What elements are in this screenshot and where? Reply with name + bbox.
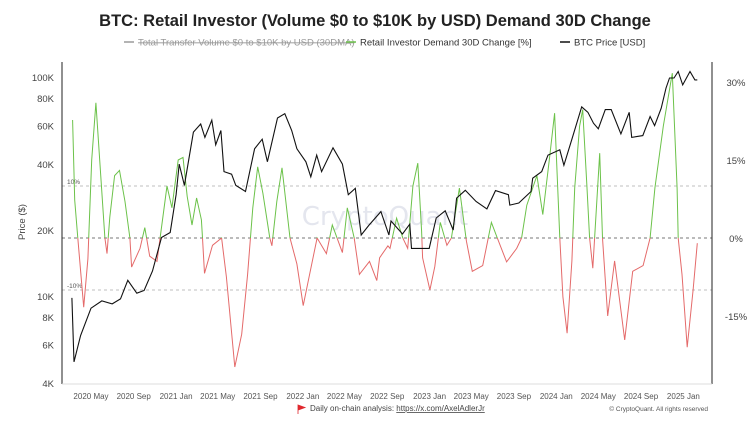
x-tick-label: 2024 May (581, 392, 616, 401)
y-left-tick-label: 20K (37, 226, 55, 237)
y-left-tick-label: 6K (42, 341, 54, 352)
y-right-tick-label: 15% (726, 156, 746, 167)
x-tick-label: 2023 Sep (497, 392, 532, 401)
x-tick-label: 2022 Jan (286, 392, 319, 401)
demand-series-negative (77, 238, 698, 368)
y-right-tick-label: -15% (725, 312, 748, 323)
footer-prefix: Daily on-chain analysis: (310, 404, 396, 413)
footer: Daily on-chain analysis: https://x.com/A… (297, 404, 708, 414)
btc-price-series (71, 70, 698, 363)
x-tick-label: 2022 Sep (370, 392, 405, 401)
red-flag-icon (297, 404, 307, 414)
y-axis-label: Price ($) (17, 204, 28, 240)
y-right-tick-label: 0% (729, 234, 743, 245)
y-right-tick-label: 30% (726, 78, 746, 89)
x-tick-label: 2025 Jan (667, 392, 700, 401)
y-left-tick-label: 100K (32, 73, 55, 84)
x-tick-label: 2021 Jan (160, 392, 193, 401)
x-tick-label: 2020 May (73, 392, 108, 401)
x-tick-label: 2024 Jan (540, 392, 573, 401)
y-left-tick-label: 4K (42, 379, 54, 390)
chart-title: BTC: Retail Investor (Volume $0 to $10K … (99, 12, 651, 30)
legend: Total Transfer Volume $0 to $10K by USD … (124, 38, 645, 49)
y-left-tick-label: 60K (37, 122, 55, 133)
legend-item-retail-demand[interactable]: Retail Investor Demand 30D Change [%] (346, 38, 532, 49)
footer-text: Daily on-chain analysis: https://x.com/A… (310, 404, 485, 413)
x-tick-label: 2024 Sep (624, 392, 659, 401)
x-tick-label: 2023 May (454, 392, 489, 401)
x-tick-label: 2021 Sep (243, 392, 278, 401)
copyright: © CryptoQuant. All rights reserved (609, 405, 708, 413)
y-left-tick-label: 10K (37, 292, 55, 303)
y-left-tick-label: 8K (42, 313, 54, 324)
guide-label: -10% (67, 283, 82, 290)
x-tick-label: 2021 May (200, 392, 235, 401)
demand-series-positive (72, 73, 679, 238)
legend-label: Retail Investor Demand 30D Change [%] (360, 38, 532, 49)
legend-label: Total Transfer Volume $0 to $10K by USD … (138, 38, 355, 49)
legend-item-btc-price[interactable]: BTC Price [USD] (560, 38, 645, 49)
legend-label: BTC Price [USD] (574, 38, 645, 49)
x-tick-label: 2020 Sep (117, 392, 152, 401)
y-left-tick-label: 80K (37, 94, 55, 105)
x-tick-label: 2023 Jan (413, 392, 446, 401)
footer-link[interactable]: https://x.com/AxelAdlerJr (396, 404, 485, 413)
guide-label: 10% (67, 179, 80, 186)
x-tick-label: 2022 May (327, 392, 362, 401)
y-left-tick-label: 40K (37, 160, 55, 171)
watermark: CryptoQuant (302, 202, 468, 232)
legend-item-total-transfer-volume[interactable]: Total Transfer Volume $0 to $10K by USD … (124, 38, 355, 49)
